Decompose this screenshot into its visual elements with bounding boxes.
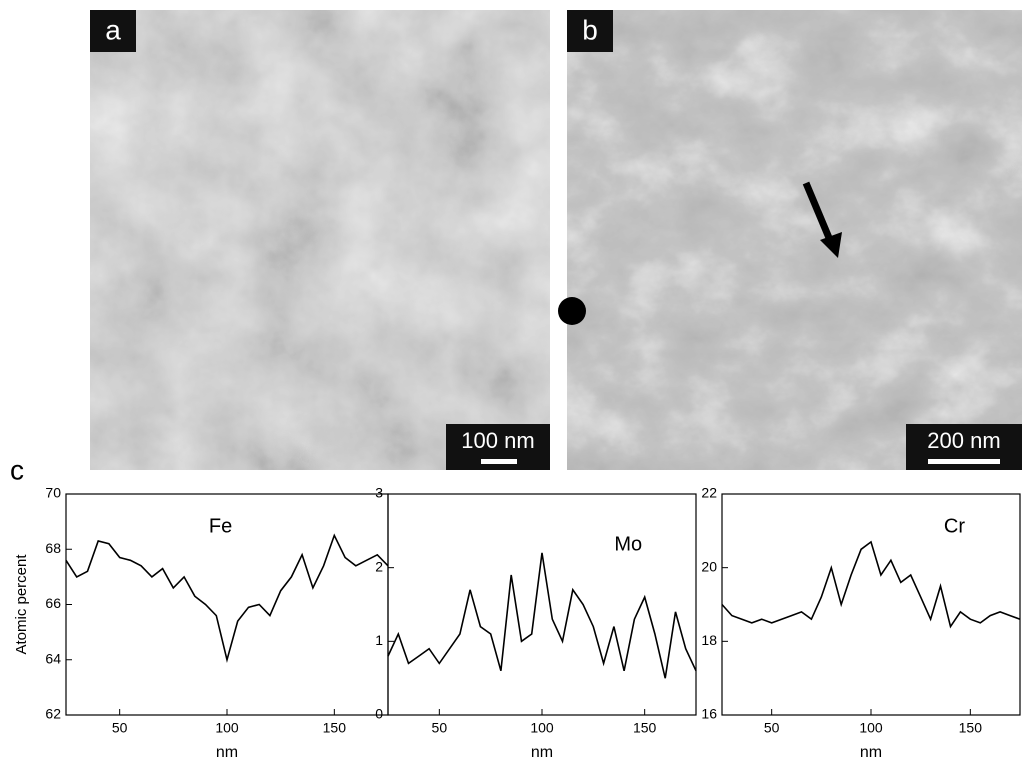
y-tick-label: 18 xyxy=(701,632,717,648)
y-tick-label: 2 xyxy=(375,558,383,574)
x-axis-label: nm xyxy=(531,744,553,761)
scale-bar-label: 100 nm xyxy=(461,428,534,453)
micrograph-b xyxy=(567,10,1022,470)
plot-frame xyxy=(721,493,1021,716)
x-axis-label: nm xyxy=(860,744,882,761)
y-tick-label: 16 xyxy=(701,706,717,722)
y-tick-label: 22 xyxy=(701,485,717,501)
line-series xyxy=(65,533,389,663)
particle xyxy=(558,297,586,325)
series-label: Fe xyxy=(209,515,232,537)
x-tick-label: 150 xyxy=(323,720,347,736)
panel-label: b xyxy=(582,14,598,45)
micrograph-a xyxy=(90,10,550,470)
x-tick-label: 100 xyxy=(530,720,554,736)
arrow xyxy=(802,181,836,247)
y-tick-label: 20 xyxy=(701,558,717,574)
line-series xyxy=(387,552,697,679)
x-tick-label: 50 xyxy=(432,720,448,736)
y-tick-label: 64 xyxy=(45,650,61,666)
x-axis-label: nm xyxy=(216,744,238,761)
y-tick-label: 70 xyxy=(45,485,61,501)
y-tick-label: 1 xyxy=(375,632,383,648)
scale-bar xyxy=(481,459,517,464)
series-label: Mo xyxy=(614,533,642,555)
arrow-head xyxy=(820,232,842,258)
y-tick-label: 68 xyxy=(45,540,61,556)
x-tick-label: 100 xyxy=(215,720,239,736)
x-tick-label: 50 xyxy=(764,720,780,736)
line-series xyxy=(721,540,1021,629)
x-tick-label: 150 xyxy=(959,720,983,736)
panel-label: a xyxy=(105,14,121,45)
y-tick-label: 3 xyxy=(375,485,383,501)
scale-bar-label: 200 nm xyxy=(927,428,1000,453)
y-tick-label: 66 xyxy=(45,595,61,611)
x-tick-label: 150 xyxy=(633,720,657,736)
scale-bar xyxy=(928,459,1000,464)
label-box xyxy=(567,10,613,52)
plot-frame xyxy=(387,493,697,716)
y-axis-label: Atomic percent xyxy=(13,554,30,655)
y-tick-label: 0 xyxy=(375,706,383,722)
x-tick-label: 100 xyxy=(859,720,883,736)
x-tick-label: 50 xyxy=(112,720,128,736)
series-label: Cr xyxy=(944,515,965,537)
label-box xyxy=(90,10,136,52)
y-tick-label: 62 xyxy=(45,706,61,722)
panel-label: c xyxy=(10,454,24,485)
